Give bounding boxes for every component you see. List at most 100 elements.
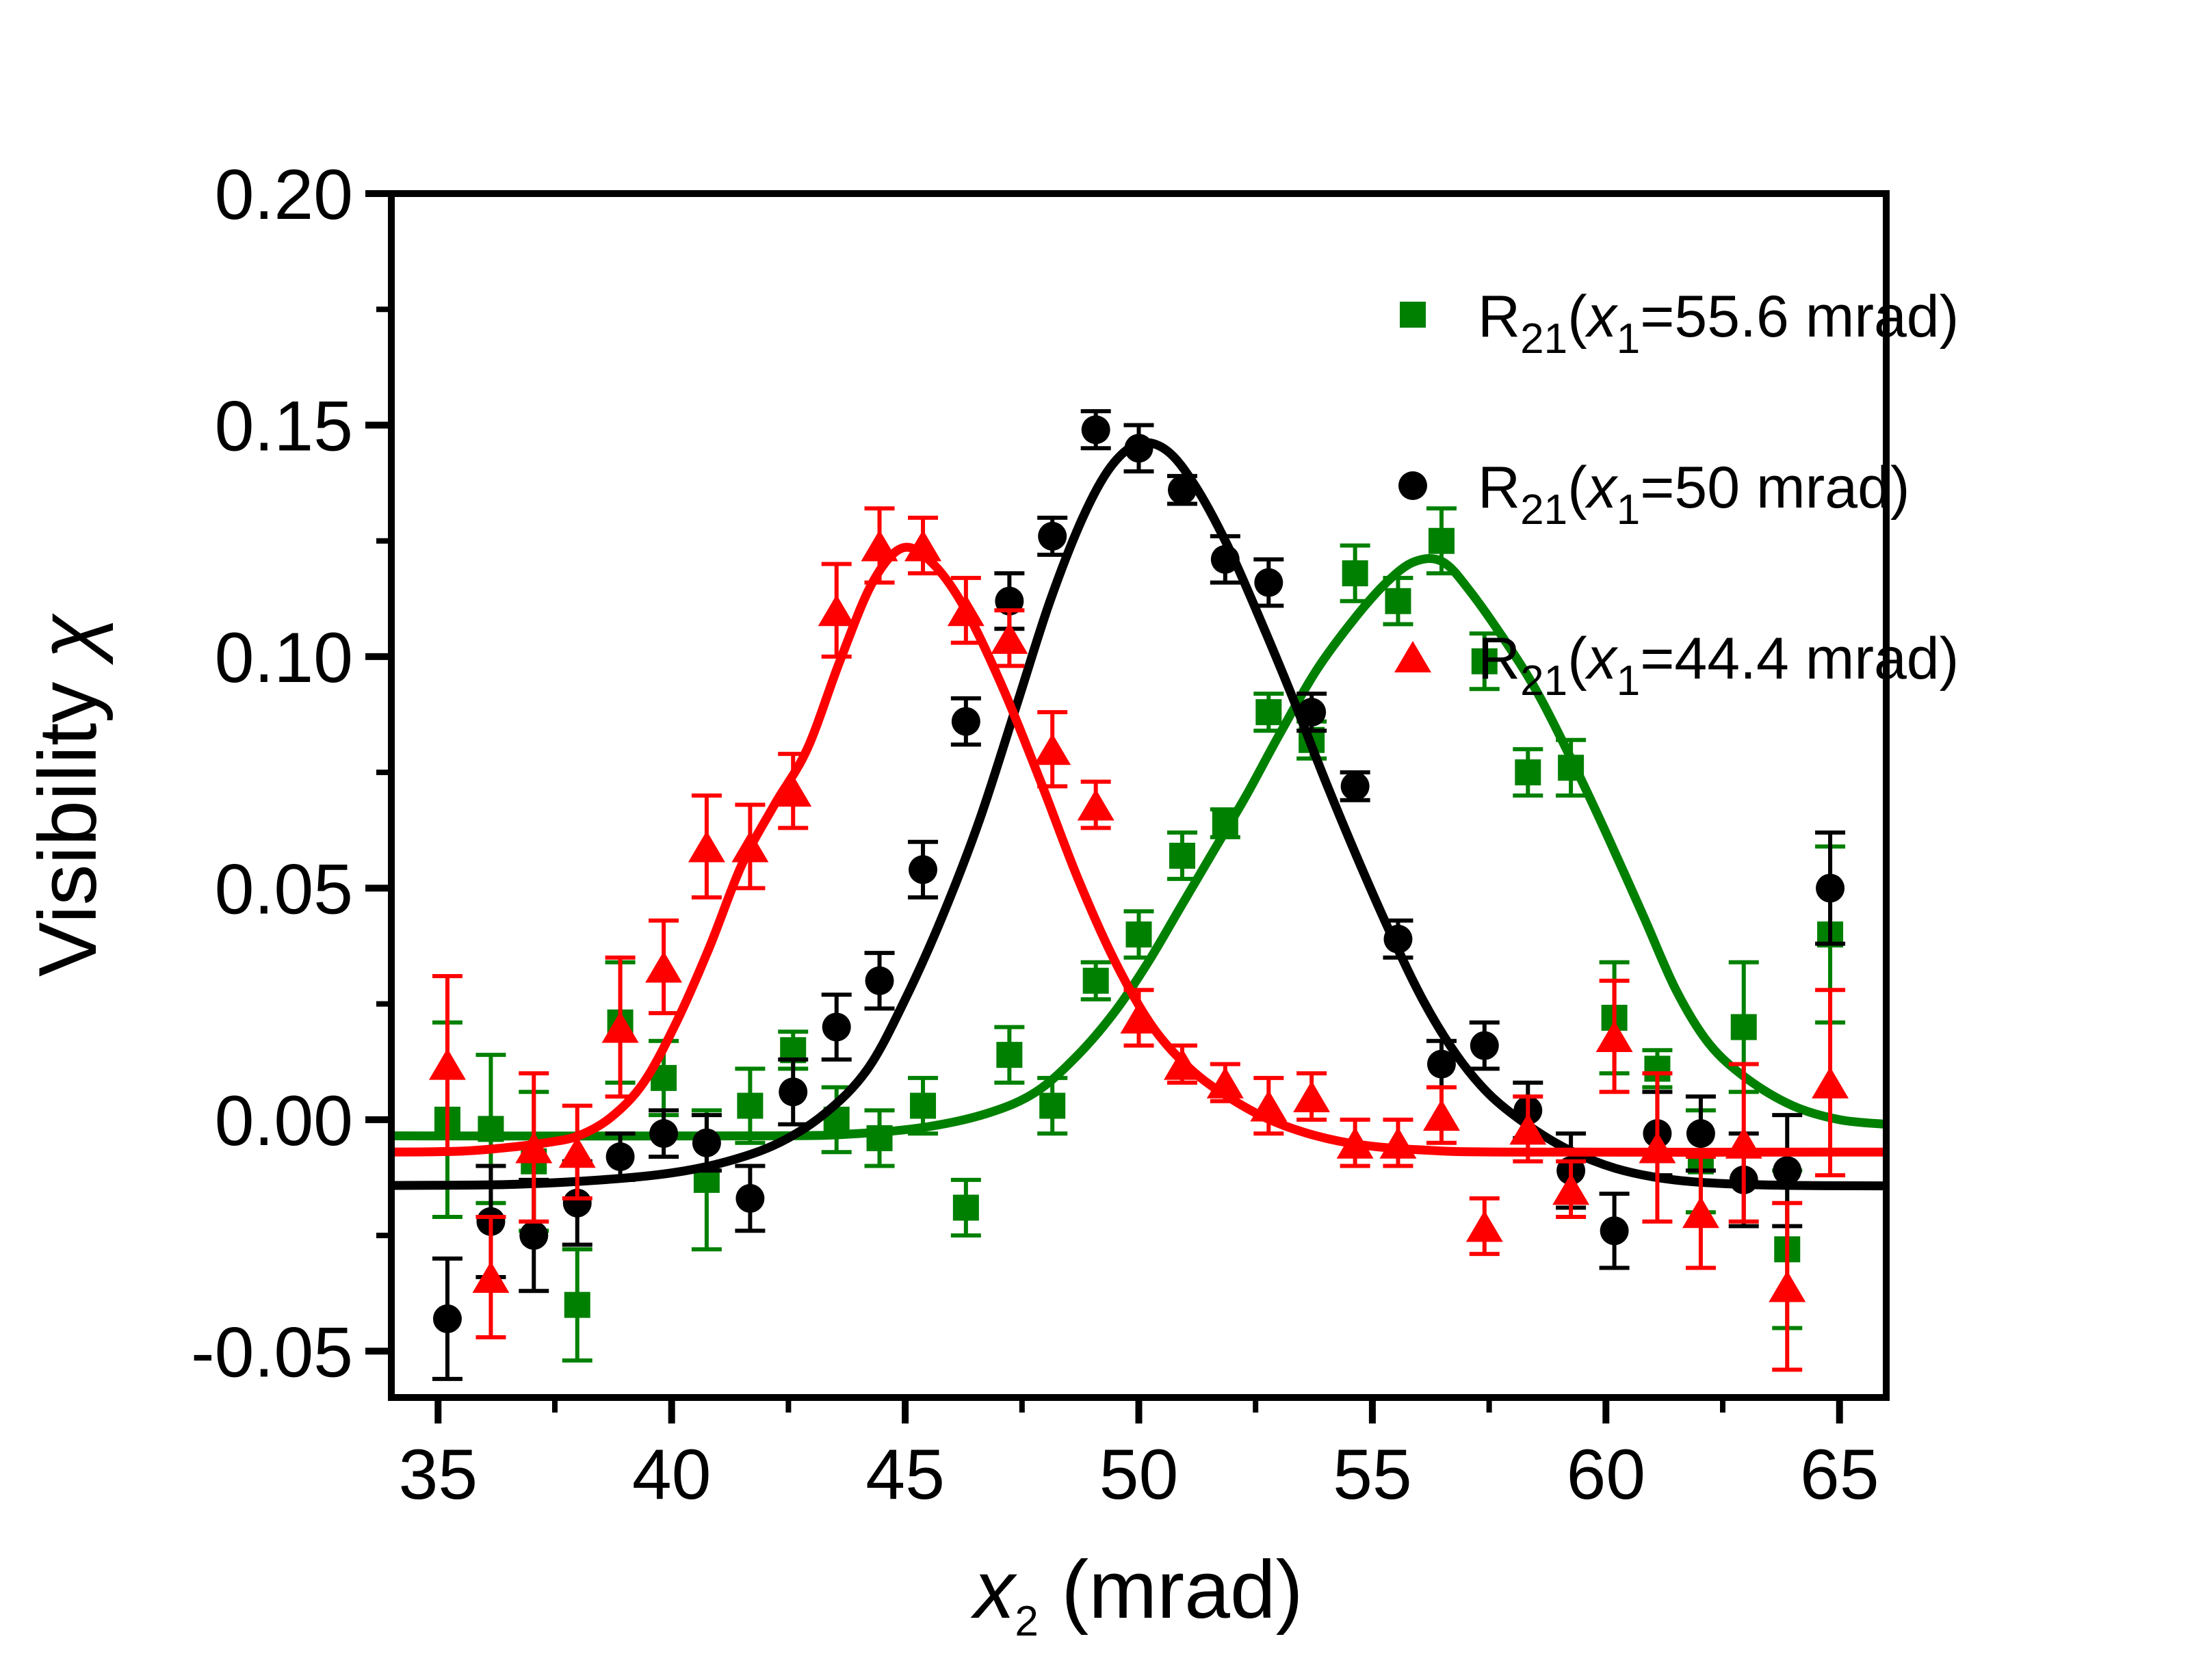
circle-marker xyxy=(1383,924,1413,954)
square-marker xyxy=(1082,967,1109,994)
legend-label: R21(x1=44.4 mrad) xyxy=(1478,626,1959,705)
circle-marker xyxy=(1124,434,1153,463)
circle-marker xyxy=(1773,1156,1802,1185)
y-tick-label: 0.05 xyxy=(215,850,353,929)
x-tick-label: 55 xyxy=(1333,1435,1412,1514)
square-marker xyxy=(952,1194,979,1221)
triangle-marker xyxy=(472,1261,510,1293)
triangle-marker xyxy=(1293,1081,1331,1112)
triangle-marker xyxy=(1595,1021,1633,1052)
x-axis-ticks xyxy=(434,1397,1843,1423)
triangle-marker xyxy=(947,594,985,627)
square-marker xyxy=(693,1166,720,1193)
circle-marker xyxy=(519,1221,549,1250)
square-marker xyxy=(996,1042,1023,1068)
markers-R21_x1_44p4 xyxy=(428,529,1849,1302)
circle-marker xyxy=(1816,874,1845,903)
y-axis-tick-labels: 0.20 0.15 0.10 0.05 0.00 -0.05 xyxy=(191,155,353,1392)
legend-label: R21(x1=55.6 mrad) xyxy=(1478,284,1959,363)
square-marker xyxy=(564,1291,590,1318)
circle-marker xyxy=(1426,1049,1456,1079)
x-tick-label: 60 xyxy=(1566,1435,1645,1514)
plot-frame xyxy=(388,190,1890,1401)
y-tick-label: -0.05 xyxy=(191,1313,353,1392)
fit-curve-R21_x1_44p4 xyxy=(395,542,1883,1157)
circle-marker xyxy=(1600,1216,1629,1246)
legend-marker-circle xyxy=(1398,471,1427,500)
x-tick-label: 65 xyxy=(1800,1435,1879,1514)
triangle-marker xyxy=(1336,1127,1374,1159)
circle-marker xyxy=(1470,1031,1499,1060)
square-marker xyxy=(1515,759,1541,786)
circle-marker xyxy=(605,1142,635,1171)
series-R21_x1_50 xyxy=(395,409,1883,1381)
x-axis-tick-labels: 35 40 45 50 55 60 65 xyxy=(398,1435,1879,1514)
circle-marker xyxy=(779,1077,808,1107)
triangle-marker xyxy=(1812,1066,1849,1099)
circle-marker xyxy=(1297,698,1327,727)
circle-marker xyxy=(995,586,1024,616)
triangle-marker xyxy=(818,594,855,627)
triangle-marker xyxy=(558,1136,596,1168)
square-marker xyxy=(1385,588,1411,614)
markers-R21_x1_55p6 xyxy=(434,527,1844,1318)
triangle-marker xyxy=(515,1131,553,1164)
triangle-marker xyxy=(688,830,725,863)
square-marker xyxy=(1471,648,1498,674)
square-marker xyxy=(651,1064,677,1091)
triangle-marker xyxy=(1509,1113,1547,1145)
square-marker xyxy=(1255,699,1282,726)
triangle-marker xyxy=(1639,1131,1676,1164)
y-tick-label: 0.00 xyxy=(215,1081,353,1161)
markers-R21_x1_50 xyxy=(432,415,1845,1333)
y-tick-label: 0.10 xyxy=(215,618,353,698)
legend-label: R21(x1=50 mrad) xyxy=(1478,455,1910,534)
circle-marker xyxy=(822,1012,851,1042)
triangle-marker xyxy=(1725,1127,1762,1159)
triangle-marker xyxy=(645,951,683,983)
x-tick-label: 45 xyxy=(865,1435,945,1514)
square-marker xyxy=(478,1116,504,1142)
square-marker xyxy=(1169,843,1196,869)
circle-marker xyxy=(1168,475,1197,505)
fit-curve-R21_x1_55p6 xyxy=(395,554,1883,1141)
circle-marker xyxy=(432,1304,462,1333)
x-tick-label: 40 xyxy=(632,1435,712,1514)
legend-item-44p4: R21(x1=44.4 mrad) xyxy=(1394,626,1959,705)
data-series xyxy=(395,409,1883,1381)
circle-marker xyxy=(951,707,980,736)
square-marker xyxy=(1125,921,1152,948)
y-axis-title: Visibility χ xyxy=(22,612,114,977)
square-marker xyxy=(1730,1014,1757,1040)
series-R21_x1_44p4 xyxy=(395,506,1883,1372)
triangle-marker xyxy=(1250,1090,1288,1122)
x-tick-label: 35 xyxy=(398,1435,478,1514)
triangle-marker xyxy=(731,830,769,863)
square-marker xyxy=(737,1092,764,1119)
triangle-marker xyxy=(601,1011,639,1043)
triangle-marker xyxy=(1034,733,1071,765)
triangle-marker xyxy=(1465,1210,1503,1242)
square-marker xyxy=(780,1037,807,1064)
legend-item-50: R21(x1=50 mrad) xyxy=(1398,455,1910,534)
square-marker xyxy=(1342,560,1368,587)
square-marker xyxy=(866,1125,893,1151)
square-marker xyxy=(1039,1092,1066,1119)
legend-marker-square xyxy=(1400,302,1426,328)
square-marker xyxy=(1428,527,1455,554)
circle-marker xyxy=(1210,544,1240,574)
legend-marker-triangle xyxy=(1394,641,1431,672)
triangle-marker xyxy=(1682,1196,1719,1229)
legend-item-55p6: R21(x1=55.6 mrad) xyxy=(1400,284,1959,363)
triangle-marker xyxy=(861,529,898,562)
triangle-marker xyxy=(1769,1270,1806,1302)
triangle-marker xyxy=(428,1048,466,1080)
x-axis-title: x2 (mrad) xyxy=(970,1544,1303,1645)
triangle-marker xyxy=(1077,789,1114,821)
square-marker xyxy=(1212,810,1238,837)
circle-marker xyxy=(1686,1119,1715,1149)
circle-marker xyxy=(562,1188,592,1218)
triangle-marker xyxy=(1422,1099,1460,1131)
